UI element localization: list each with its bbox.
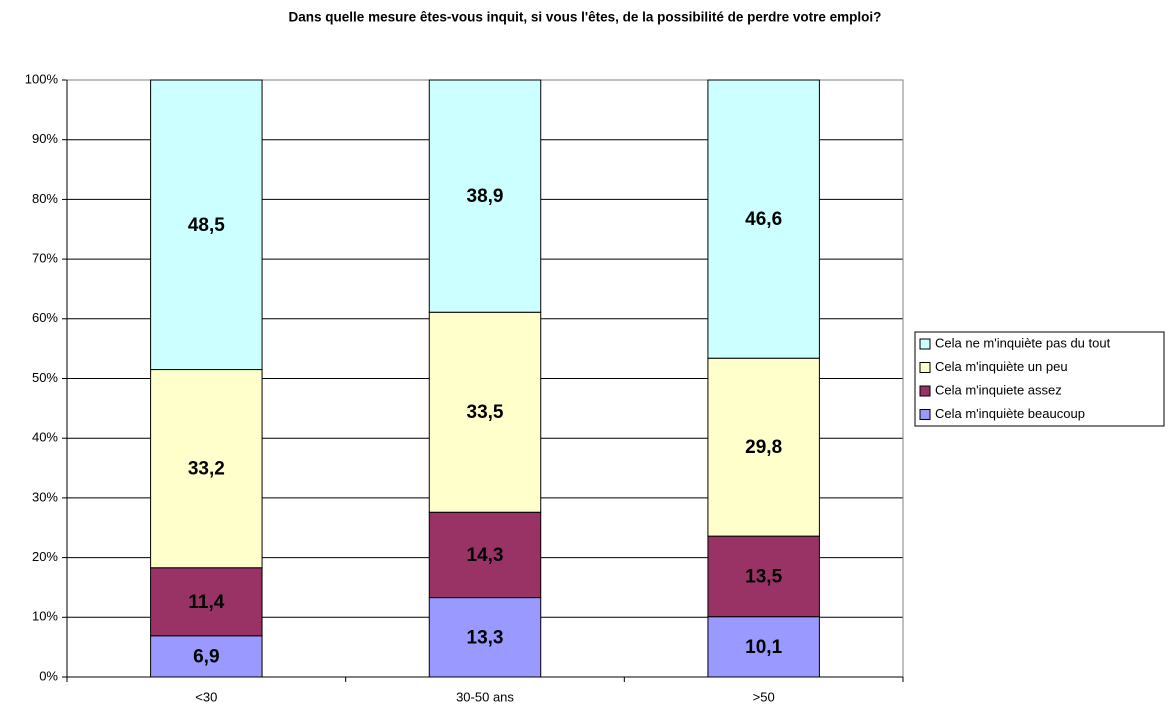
legend-swatch (919, 338, 931, 350)
data-label: 10,1 (745, 637, 782, 658)
data-label: 11,4 (188, 592, 224, 613)
legend-swatch (919, 362, 931, 373)
data-label: 13,5 (745, 566, 782, 587)
y-tick-label: 40% (32, 430, 58, 445)
legend-swatch (919, 409, 931, 420)
y-tick-label: 20% (32, 549, 58, 564)
bar-segment (150, 369, 263, 569)
y-tick-label: 100% (25, 71, 59, 86)
bar-segment (707, 357, 820, 537)
legend-swatch (919, 385, 931, 397)
legend-label: Cela ne m'inquiète pas du tout (935, 335, 1111, 350)
data-label: 33,2 (188, 459, 225, 480)
legend-label: Cela m'inquiète un peu (935, 359, 1068, 374)
chart-title: Dans quelle mesure êtes-vous inquit, si … (289, 10, 882, 25)
y-tick-label: 60% (32, 310, 58, 325)
x-tick-label: >50 (753, 689, 775, 704)
bar-segment (707, 616, 820, 678)
y-tick-label: 10% (32, 609, 58, 624)
bar-segment (150, 635, 263, 678)
y-tick-label: 0% (39, 668, 58, 683)
y-tick-label: 30% (32, 489, 58, 504)
y-tick-label: 80% (32, 191, 58, 206)
y-tick-label: 90% (32, 131, 58, 146)
data-label: 6,9 (193, 646, 219, 667)
legend-box (914, 331, 1165, 427)
bar-segment (150, 79, 263, 371)
bar-segment (707, 535, 820, 618)
x-tick-label: <30 (195, 689, 217, 704)
y-tick-label: 50% (32, 370, 58, 385)
data-label: 13,3 (467, 627, 504, 648)
data-label: 33,5 (467, 402, 504, 423)
legend-label: Cela m'inquiète beaucoup (935, 406, 1085, 421)
bar-segment (428, 511, 542, 599)
bar-segment (150, 567, 263, 637)
bar-segment (428, 311, 542, 513)
bar-segment (707, 79, 820, 359)
data-label: 29,8 (745, 437, 782, 458)
x-tick-label: 30-50 ans (456, 689, 514, 704)
legend-label: Cela m'inquiete assez (935, 382, 1062, 397)
y-tick-label: 70% (32, 251, 58, 266)
data-label: 46,6 (745, 209, 782, 230)
data-label: 14,3 (467, 545, 504, 566)
data-label: 38,9 (467, 186, 504, 207)
data-label: 48,5 (188, 215, 225, 236)
bar-segment (428, 79, 542, 313)
